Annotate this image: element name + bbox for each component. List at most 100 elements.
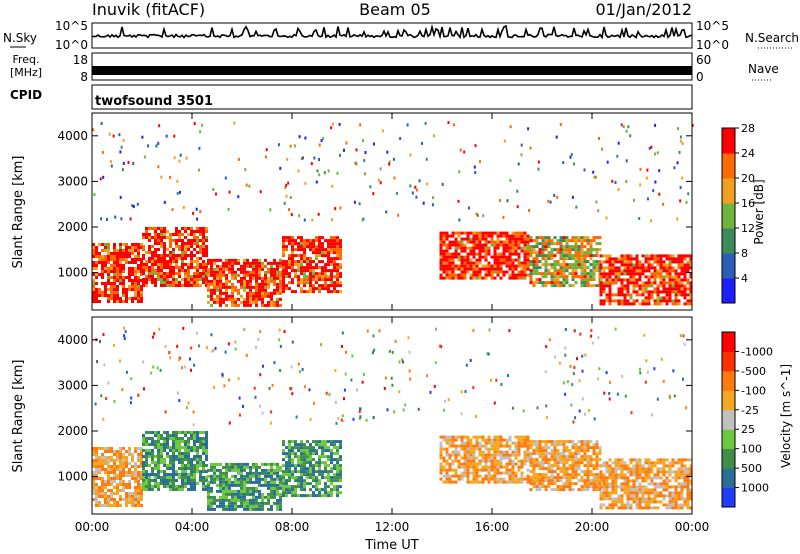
heatmap-cell [493, 471, 497, 475]
heatmap-cell [196, 278, 199, 281]
heatmap-cell [689, 482, 693, 486]
heatmap-cell [184, 482, 187, 485]
heatmap-cell [166, 431, 169, 434]
heatmap-cell [134, 465, 137, 468]
heatmap-cell [255, 279, 258, 283]
heatmap-cell [240, 270, 243, 274]
heatmap-cell [608, 293, 612, 297]
heatmap-cell [101, 150, 104, 154]
heatmap-cell [339, 446, 342, 450]
heatmap-cell [589, 251, 593, 255]
heatmap-cell [216, 282, 219, 286]
heatmap-cell [547, 242, 551, 246]
heatmap-cell [252, 495, 255, 499]
heatmap-cell [181, 260, 184, 263]
heatmap-cell [100, 217, 103, 221]
heatmap-cell [294, 443, 297, 447]
heatmap-cell [451, 243, 455, 247]
heatmap-cell [677, 254, 681, 258]
heatmap-cell [160, 458, 163, 461]
heatmap-cell [571, 383, 574, 387]
heatmap-cell [595, 242, 599, 246]
heatmap-cell [520, 276, 524, 280]
heatmap-cell [580, 269, 584, 273]
heatmap-cell [193, 242, 196, 245]
heatmap-cell [213, 480, 216, 484]
heatmap-cell [300, 245, 303, 249]
heatmap-cell [363, 159, 366, 163]
heatmap-cell [252, 270, 255, 274]
heatmap-cell [614, 500, 618, 504]
heatmap-cell [330, 467, 333, 471]
heatmap-cell [110, 489, 113, 492]
heatmap-cell [92, 249, 95, 252]
heatmap-cell [686, 278, 690, 282]
heatmap-cell [154, 284, 157, 287]
heatmap-cell [611, 500, 615, 504]
heatmap-cell [623, 479, 627, 483]
heatmap-cell [255, 285, 258, 289]
heatmap-cell [632, 467, 636, 471]
heatmap-cell [306, 470, 309, 474]
heatmap-cell [148, 251, 151, 254]
heatmap-cell [207, 483, 210, 487]
heatmap-cell [583, 275, 587, 279]
heatmap-cell [178, 239, 181, 242]
heatmap-cell [137, 246, 140, 249]
heatmap-cell [160, 272, 163, 275]
heatmap-cell [506, 199, 509, 203]
heatmap-cell [178, 461, 181, 464]
heatmap-cell [330, 239, 333, 243]
heatmap-cell [580, 446, 584, 450]
heatmap-cell [303, 290, 306, 294]
heatmap-cell [237, 291, 240, 295]
heatmap-cell [336, 269, 339, 273]
heatmap-cell [279, 501, 282, 505]
heatmap-cell [145, 269, 148, 272]
heatmap-cell [327, 251, 330, 255]
heatmap-cell [611, 491, 615, 495]
heatmap-cell [683, 293, 687, 297]
heatmap-cell [122, 471, 125, 474]
heatmap-cell [658, 169, 661, 173]
heatmap-cell [306, 473, 309, 477]
heatmap-cell [145, 485, 148, 488]
heatmap-cell [101, 456, 104, 459]
heatmap-cell [562, 278, 566, 282]
heatmap-cell [243, 483, 246, 487]
heatmap-cell [502, 215, 505, 219]
heatmap-cell [460, 261, 464, 265]
heatmap-cell [457, 465, 461, 469]
heatmap-cell [107, 489, 110, 492]
heatmap-cell [445, 276, 449, 280]
heatmap-cell [571, 257, 575, 261]
heatmap-cell [623, 278, 627, 282]
heatmap-cell [285, 287, 288, 291]
heatmap-cell [511, 243, 515, 247]
heatmap-cell [394, 339, 397, 343]
heatmap-cell [472, 459, 476, 463]
heatmap-cell [574, 416, 577, 420]
heatmap-cell [210, 294, 213, 298]
heatmap-cell [246, 501, 249, 505]
heatmap-cell [541, 485, 545, 489]
heatmap-cell [460, 249, 464, 253]
heatmap-cell [641, 272, 645, 276]
heatmap-cell [617, 141, 620, 145]
heatmap-cell [520, 459, 524, 463]
heatmap-cell [142, 479, 145, 482]
heatmap-cell [523, 477, 527, 481]
heatmap-cell [157, 254, 160, 257]
heatmap-cell [508, 456, 512, 460]
heatmap-cell [134, 282, 137, 285]
heatmap-cell [550, 284, 554, 288]
heatmap-cell [222, 474, 225, 478]
heatmap-cell [327, 260, 330, 264]
heatmap-cell [270, 504, 273, 508]
heatmap-cell [553, 281, 557, 285]
heatmap-cell [297, 278, 300, 282]
heatmap-cell [184, 473, 187, 476]
heatmap-cell [617, 278, 621, 282]
heatmap-cell [442, 252, 446, 256]
